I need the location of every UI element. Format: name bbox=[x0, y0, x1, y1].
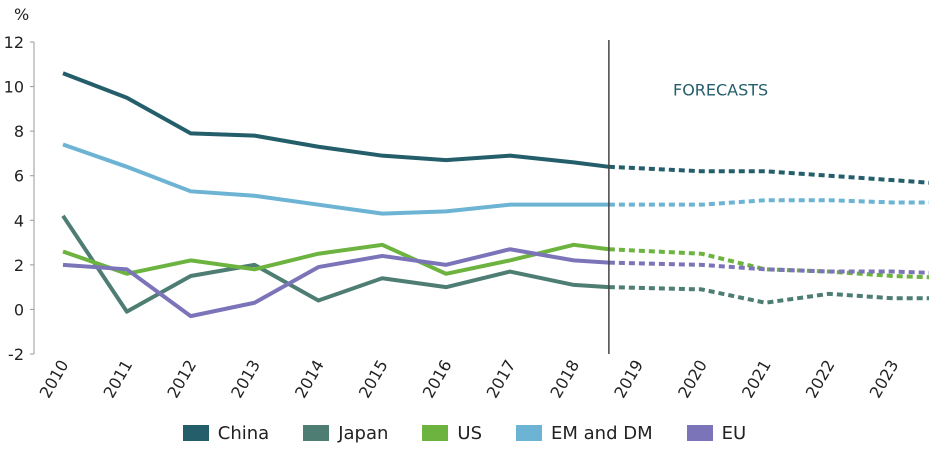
legend-swatch bbox=[303, 425, 330, 441]
legend-item: Japan bbox=[303, 423, 388, 444]
legend-label: EU bbox=[721, 422, 747, 444]
x-tick-label: 2011 bbox=[99, 357, 136, 402]
x-tick-label: 2018 bbox=[546, 357, 583, 402]
legend: China Japan US EM and DM EU bbox=[0, 418, 929, 448]
y-tick-label: 4 bbox=[14, 211, 24, 230]
legend-item: China bbox=[182, 422, 270, 444]
series-forecast-japan bbox=[608, 285, 929, 305]
series-line-china bbox=[62, 71, 610, 169]
forecast-label: FORECASTS bbox=[673, 80, 768, 99]
y-tick-label: 10 bbox=[4, 78, 24, 97]
y-tick-label: 12 bbox=[4, 33, 24, 52]
x-tick-label: 2015 bbox=[355, 357, 392, 402]
series-forecast-em-and-dm bbox=[608, 198, 929, 207]
legend-swatch bbox=[516, 425, 543, 441]
series-forecast-us bbox=[608, 247, 929, 280]
x-tick-label: 2016 bbox=[419, 357, 456, 402]
series-forecast-china bbox=[608, 164, 929, 185]
legend-item: EU bbox=[686, 422, 747, 444]
legend-item: US bbox=[422, 423, 482, 444]
legend-label: EM and DM bbox=[551, 422, 653, 444]
x-tick-label: 2012 bbox=[163, 357, 200, 402]
x-tick-label: 2022 bbox=[802, 357, 839, 402]
series-line-em-and-dm bbox=[62, 142, 609, 216]
series-line-us bbox=[62, 242, 610, 276]
y-tick-label: 8 bbox=[14, 122, 24, 141]
legend-label: Japan bbox=[338, 422, 389, 444]
y-axis-unit: % bbox=[14, 5, 29, 24]
y-tick-label: 0 bbox=[14, 300, 24, 319]
legend-item: EM and DM bbox=[516, 423, 653, 444]
series-forecast-eu bbox=[608, 260, 929, 275]
legend-swatch bbox=[686, 425, 713, 441]
x-tick-label: 2019 bbox=[610, 357, 647, 402]
y-tick-label: 2 bbox=[14, 256, 24, 275]
x-tick-label: 2023 bbox=[866, 357, 903, 402]
x-tick-label: 2010 bbox=[36, 357, 73, 402]
y-tick-label: 6 bbox=[14, 167, 24, 186]
x-tick-label: 2014 bbox=[291, 357, 328, 402]
x-tick-label: 2013 bbox=[227, 357, 264, 402]
series-line-eu bbox=[62, 247, 610, 319]
x-tick-label: 2017 bbox=[483, 357, 520, 402]
legend-swatch bbox=[182, 425, 209, 441]
x-tick-label: 2020 bbox=[674, 357, 711, 402]
legend-label: US bbox=[457, 422, 483, 444]
legend-swatch bbox=[422, 425, 449, 441]
legend-label: China bbox=[217, 422, 270, 444]
x-tick-label: 2021 bbox=[738, 357, 775, 402]
y-tick-label: -2 bbox=[8, 345, 24, 364]
